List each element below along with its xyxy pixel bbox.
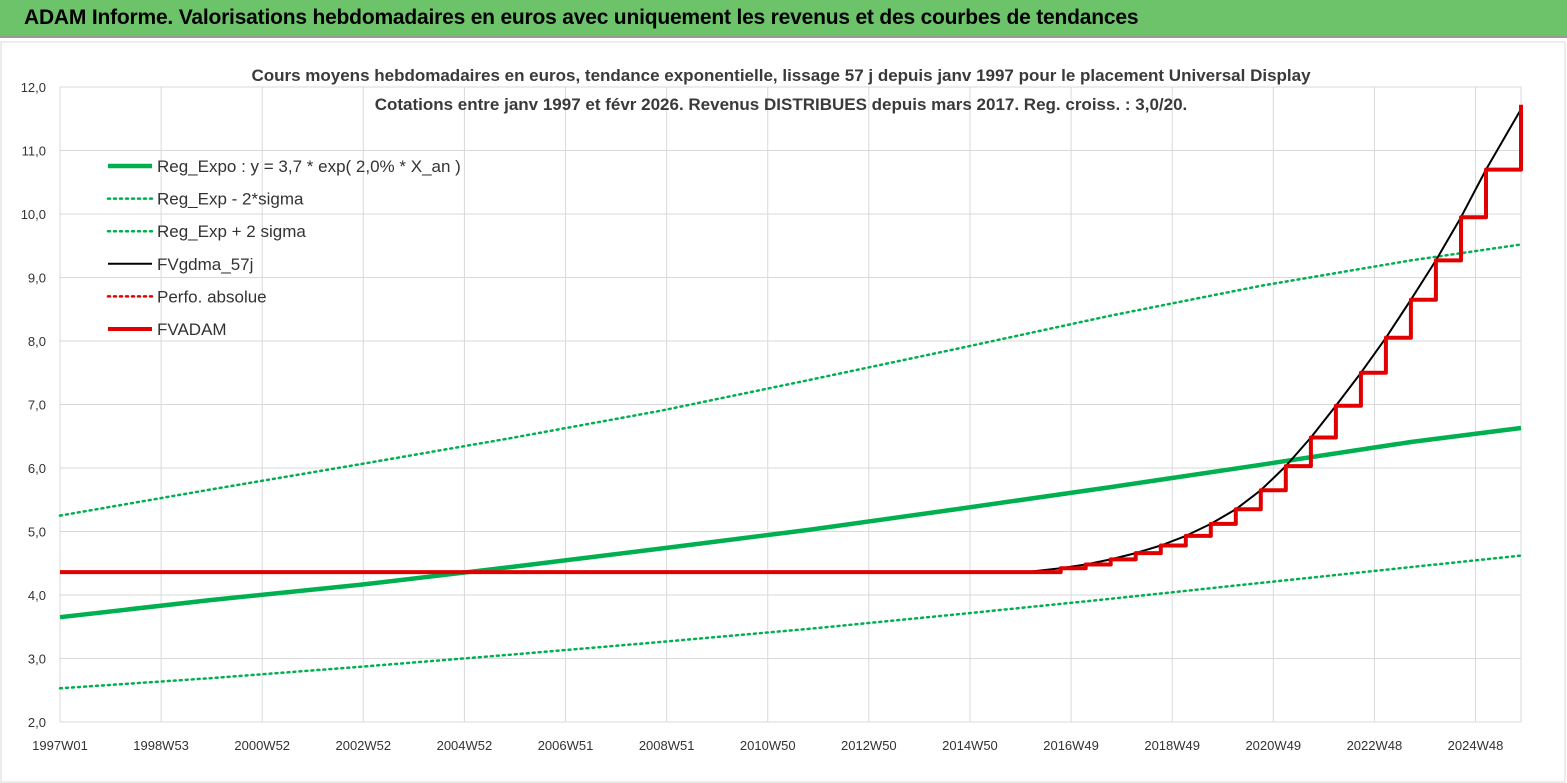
legend-label: Reg_Exp + 2 sigma [157, 222, 306, 241]
chart-border [0, 41, 1566, 783]
y-tick-label: 2,0 [28, 715, 46, 730]
y-tick-label: 12,0 [21, 80, 46, 95]
series-line-1 [58, 554, 1523, 690]
legend-label: Reg_Exp - 2*sigma [157, 190, 304, 209]
x-tick-label: 2004W52 [437, 738, 493, 753]
x-tick-label: 2010W50 [740, 738, 796, 753]
y-tick-label: 3,0 [28, 652, 46, 667]
series-line-5 [60, 104, 1523, 575]
x-tick-label: 2018W49 [1144, 738, 1200, 753]
series-line-2 [58, 243, 1523, 517]
x-tick-label: 2002W52 [335, 738, 391, 753]
legend-label: FVgdma_57j [157, 255, 253, 274]
x-tick-label: 2006W51 [538, 738, 594, 753]
x-tick-label: 2022W48 [1347, 738, 1403, 753]
x-tick-label: 1997W01 [32, 738, 88, 753]
report-banner: ADAM Informe. Valorisations hebdomadaire… [0, 0, 1567, 38]
x-tick-label: 1998W53 [133, 738, 189, 753]
legend: Reg_Expo : y = 3,7 * exp( 2,0% * X_an ) R… [106, 157, 461, 339]
y-tick-label: 8,0 [28, 334, 46, 349]
legend-label: Reg_Expo : y = 3,7 * exp( 2,0% * X_an ) [157, 157, 461, 176]
x-axis-ticks: 1997W01 1998W53 2000W52 2002W52 2004W52 2006W… [32, 738, 1503, 753]
gridlines [59, 86, 1522, 723]
x-tick-label: 2024W48 [1448, 738, 1504, 753]
x-tick-label: 2012W50 [841, 738, 897, 753]
y-tick-label: 6,0 [28, 461, 46, 476]
chart-subtitle: Cotations entre janv 1997 et févr 2026. … [375, 95, 1188, 114]
x-tick-label: 2000W52 [234, 738, 290, 753]
x-tick-label: 2014W50 [942, 738, 998, 753]
x-tick-label: 2020W49 [1245, 738, 1301, 753]
legend-label: FVADAM [157, 320, 227, 339]
line-chart: 2,0 3,0 4,0 5,0 6,0 7,0 8,0 9,0 10,0 11,0 12,0 199… [0, 38, 1567, 783]
y-tick-label: 10,0 [21, 207, 46, 222]
x-tick-label: 2016W49 [1043, 738, 1099, 753]
y-tick-label: 11,0 [22, 144, 46, 159]
report-title: ADAM Informe. Valorisations hebdomadaire… [24, 6, 1139, 29]
y-axis-ticks: 2,0 3,0 4,0 5,0 6,0 7,0 8,0 9,0 10,0 11,0 12,0 [21, 80, 46, 730]
y-tick-label: 5,0 [28, 525, 46, 540]
chart-title: Cours moyens hebdomadaires en euros, ten… [251, 66, 1311, 85]
series-lines [58, 104, 1523, 690]
legend-label: Perfo. absolue [157, 287, 267, 306]
x-tick-label: 2008W51 [639, 738, 695, 753]
y-tick-label: 7,0 [28, 398, 46, 413]
y-tick-label: 9,0 [28, 271, 46, 286]
y-tick-label: 4,0 [28, 588, 46, 603]
